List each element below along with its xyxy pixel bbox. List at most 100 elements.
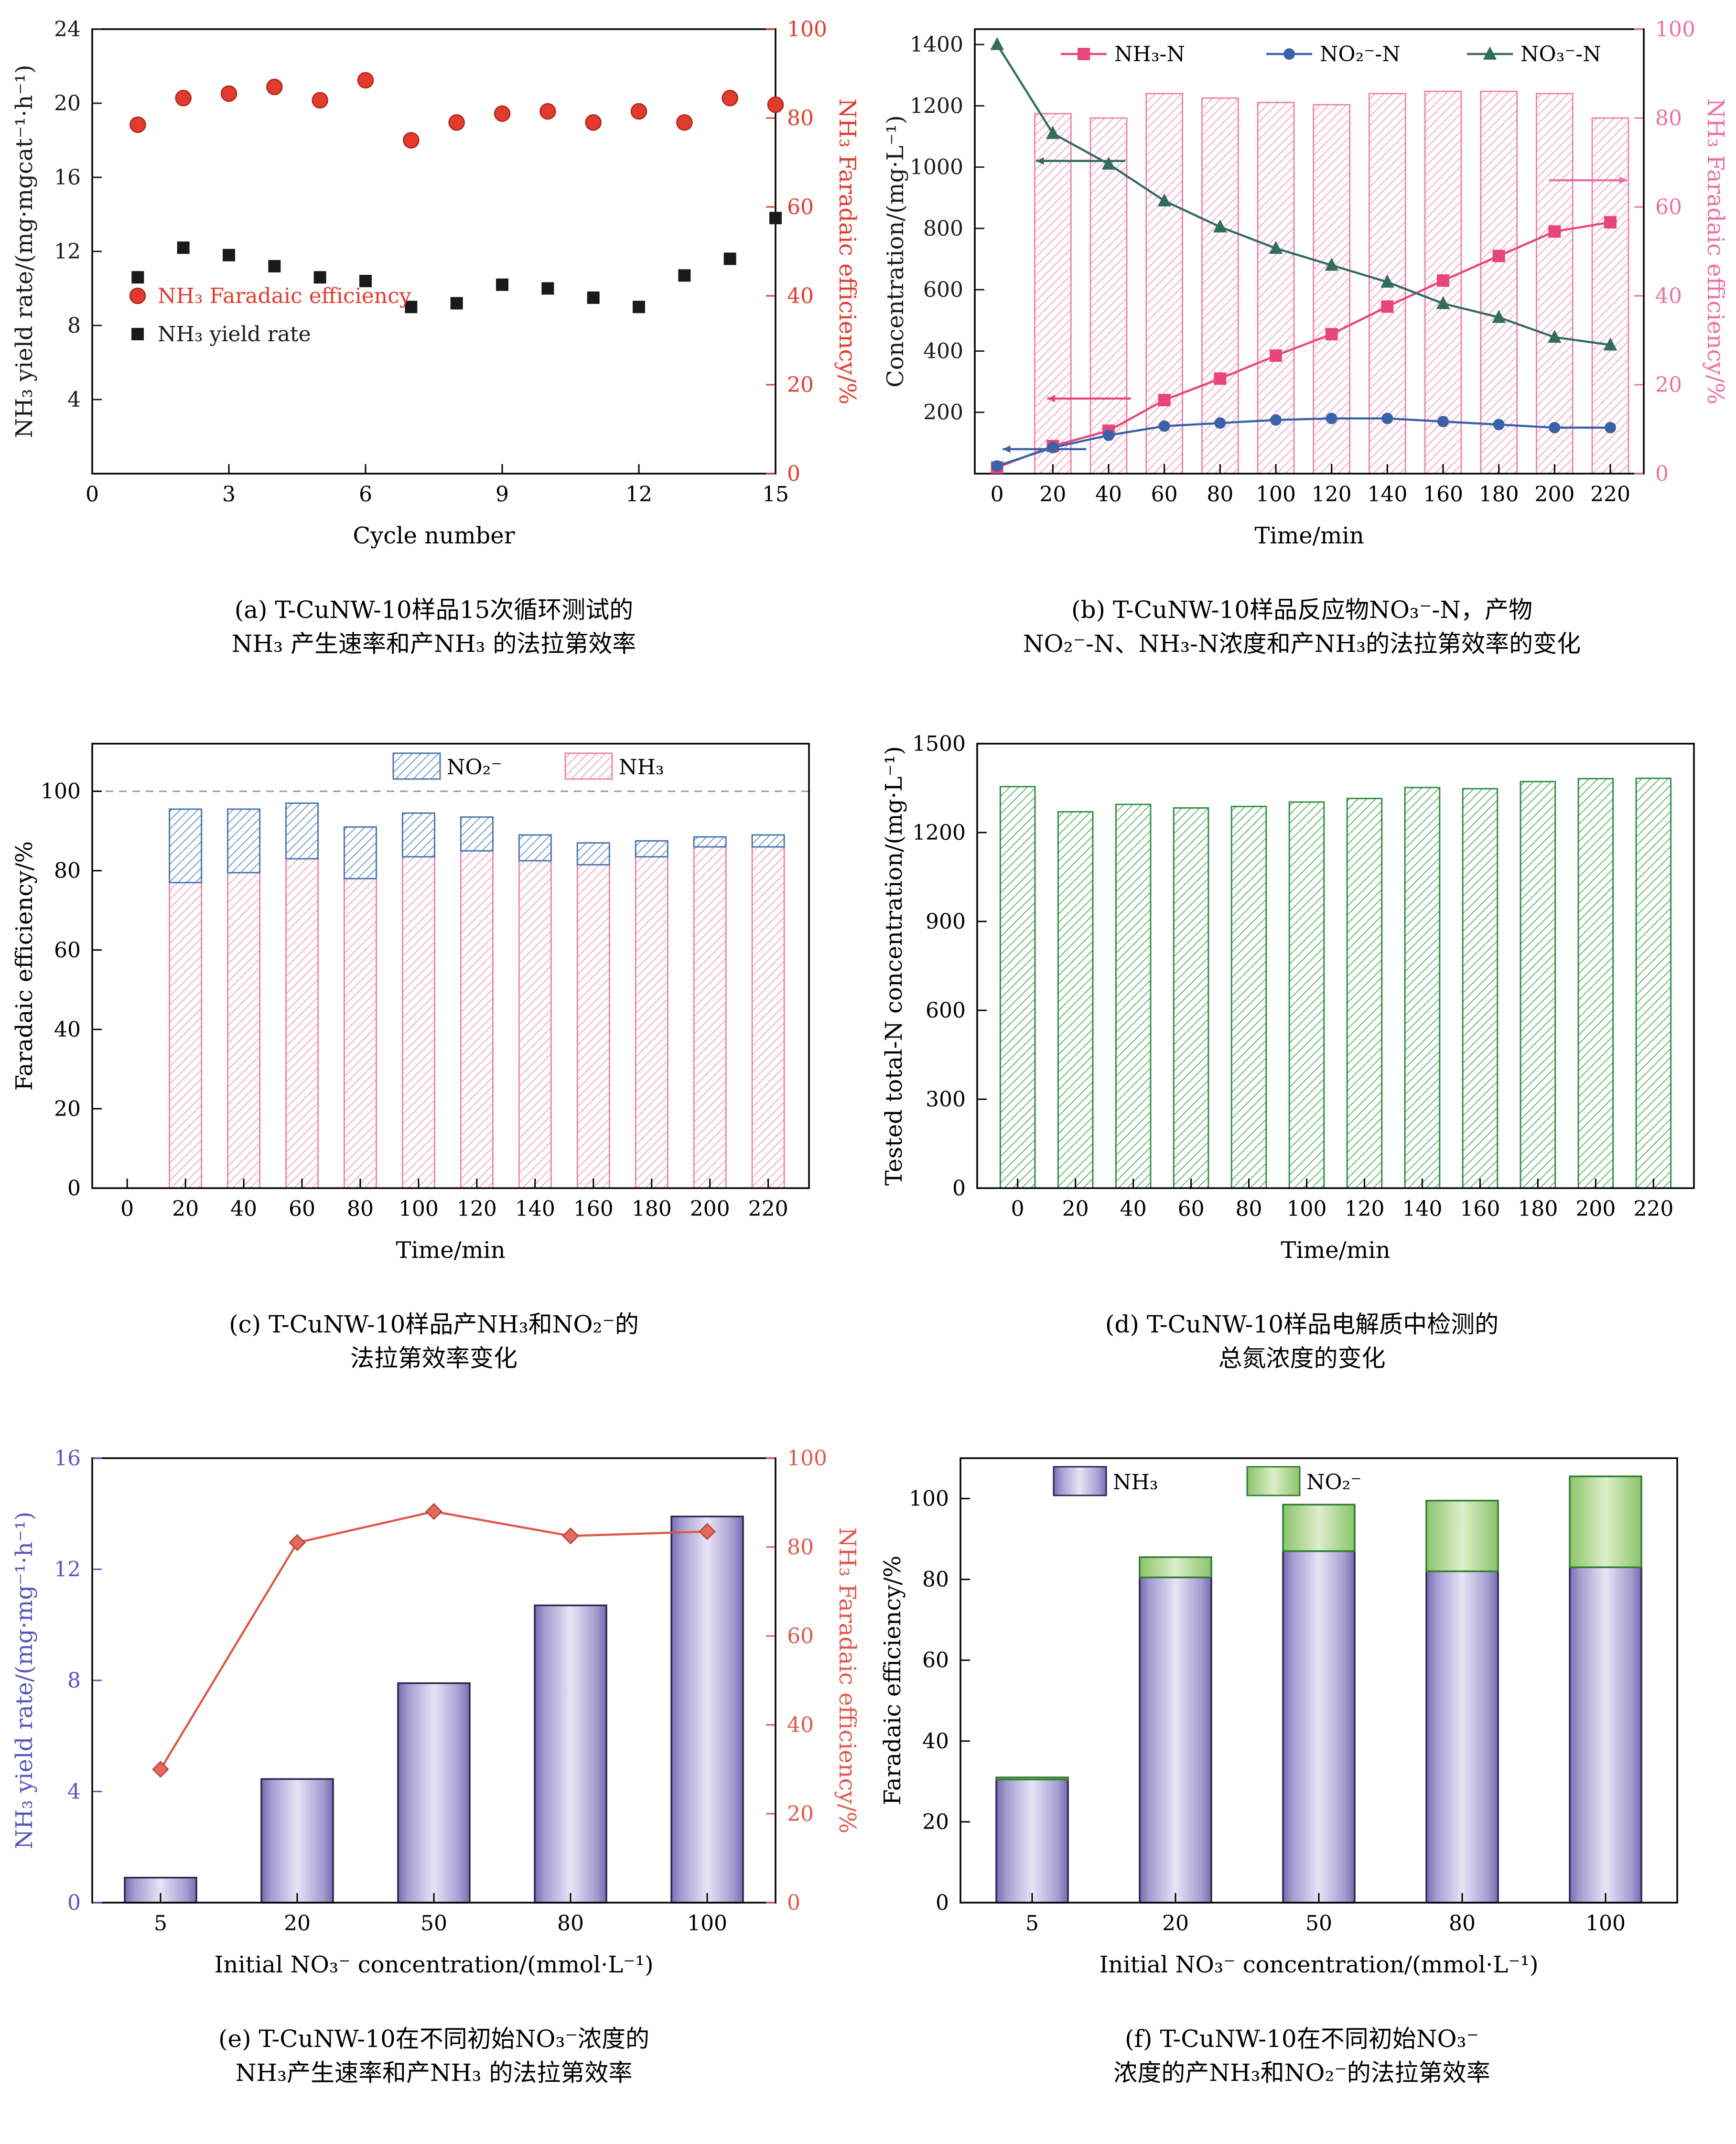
svg-text:NH₃ yield rate: NH₃ yield rate xyxy=(158,322,311,347)
svg-text:140: 140 xyxy=(1402,1197,1442,1221)
svg-text:1000: 1000 xyxy=(910,155,963,180)
svg-text:Initial NO₃⁻ concentration/(mm: Initial NO₃⁻ concentration/(mmol·L⁻¹) xyxy=(214,1951,653,1978)
chart-a-cycle-scatter: 4 8 12 16 20 24 0 20 40 60 80 100 0 3 6 9 12 15 Cycle numb… xyxy=(11,17,861,549)
svg-text:900: 900 xyxy=(926,910,966,934)
svg-text:40: 40 xyxy=(1655,284,1682,308)
svg-text:1200: 1200 xyxy=(912,821,966,845)
svg-text:20: 20 xyxy=(922,1810,949,1834)
svg-text:Concentration/(mg·L⁻¹): Concentration/(mg·L⁻¹) xyxy=(882,115,909,388)
svg-text:Time/min: Time/min xyxy=(1254,522,1364,549)
svg-text:80: 80 xyxy=(1449,1911,1476,1936)
plot-frame xyxy=(91,743,810,1189)
svg-text:80: 80 xyxy=(1235,1197,1262,1221)
chart-c-stacked-faradaic: 0 20 40 60 80 100 0 20 40 60 80 100 120 140 160 180 200 2… xyxy=(11,743,810,1264)
svg-text:800: 800 xyxy=(923,217,963,241)
caption-e: (e) T-CuNW-10在不同初始NO₃⁻浓度的 NH₃产生速率和产NH₃ 的… xyxy=(218,2022,649,2090)
caption-f: (f) T-CuNW-10在不同初始NO₃⁻ 浓度的产NH₃和NO₂⁻的法拉第效… xyxy=(1113,2022,1490,2090)
svg-text:40: 40 xyxy=(230,1197,257,1221)
svg-text:Faradaic efficiency/%: Faradaic efficiency/% xyxy=(11,841,38,1091)
svg-text:80: 80 xyxy=(787,1535,814,1559)
caption-b: (b) T-CuNW-10样品反应物NO₃⁻-N，产物 NO₂⁻-N、NH₃-N… xyxy=(1023,593,1581,661)
svg-text:12: 12 xyxy=(54,1558,81,1582)
panel-e: 0 4 8 12 16 0 20 40 60 80 100 5 20 50 80 100 Initial NO₃… xyxy=(0,1429,868,2144)
svg-text:NH₃: NH₃ xyxy=(1113,1470,1158,1494)
svg-text:0: 0 xyxy=(952,1176,966,1201)
svg-text:0: 0 xyxy=(67,1891,81,1915)
caption-b-line1: (b) T-CuNW-10样品反应物NO₃⁻-N，产物 xyxy=(1071,596,1532,624)
svg-text:200: 200 xyxy=(690,1197,730,1221)
chart-d-total-n-bars: 0 300 600 900 1200 1500 0 20 40 60 80 100 120 140 160 1… xyxy=(881,732,1695,1264)
svg-text:200: 200 xyxy=(1575,1197,1616,1221)
svg-text:60: 60 xyxy=(787,1624,814,1648)
svg-text:40: 40 xyxy=(1120,1197,1146,1221)
svg-text:0: 0 xyxy=(1011,1197,1024,1221)
svg-text:1500: 1500 xyxy=(912,732,966,756)
svg-text:5: 5 xyxy=(1025,1911,1039,1936)
plot-frame xyxy=(91,28,776,475)
svg-text:20: 20 xyxy=(284,1911,311,1936)
caption-c: (c) T-CuNW-10样品产NH₃和NO₂⁻的 法拉第效率变化 xyxy=(229,1308,639,1375)
caption-a: (a) T-CuNW-10样品15次循环测试的 NH₃ 产生速率和产NH₃ 的法… xyxy=(232,593,636,661)
svg-text:120: 120 xyxy=(1344,1197,1384,1221)
svg-text:24: 24 xyxy=(54,17,81,42)
svg-text:0: 0 xyxy=(990,482,1003,507)
svg-text:Faradaic efficiency/%: Faradaic efficiency/% xyxy=(879,1556,906,1805)
svg-text:160: 160 xyxy=(1423,482,1463,507)
svg-text:200: 200 xyxy=(923,401,963,425)
svg-text:80: 80 xyxy=(557,1911,584,1936)
svg-text:180: 180 xyxy=(632,1197,672,1221)
caption-b-line2: NO₂⁻-N、NH₃-N浓度和产NH₃的法拉第效率的变化 xyxy=(1023,630,1581,658)
svg-text:60: 60 xyxy=(1151,482,1177,507)
svg-text:220: 220 xyxy=(748,1197,788,1221)
svg-text:80: 80 xyxy=(1655,106,1682,130)
svg-text:50: 50 xyxy=(421,1911,447,1936)
caption-e-line1: (e) T-CuNW-10在不同初始NO₃⁻浓度的 xyxy=(218,2025,649,2053)
svg-text:160: 160 xyxy=(573,1197,614,1221)
svg-text:NH₃: NH₃ xyxy=(619,755,664,780)
svg-text:NH₃ Faradaic efficiency/%: NH₃ Faradaic efficiency/% xyxy=(834,98,861,405)
svg-text:50: 50 xyxy=(1305,1911,1332,1936)
svg-text:NH₃ yield rate/(mg·mgcat⁻¹·h⁻¹: NH₃ yield rate/(mg·mgcat⁻¹·h⁻¹) xyxy=(11,65,38,438)
svg-text:100: 100 xyxy=(909,1487,949,1511)
svg-text:20: 20 xyxy=(1039,482,1066,507)
plot-frame xyxy=(91,1457,776,1904)
svg-text:NO₂⁻: NO₂⁻ xyxy=(1306,1470,1361,1494)
svg-text:0: 0 xyxy=(120,1197,134,1221)
svg-text:20: 20 xyxy=(1062,1197,1089,1221)
svg-text:180: 180 xyxy=(1518,1197,1558,1221)
caption-d-line1: (d) T-CuNW-10样品电解质中检测的 xyxy=(1105,1310,1499,1338)
svg-text:Tested total-N concentration/(: Tested total-N concentration/(mg·L⁻¹) xyxy=(881,746,907,1186)
caption-a-line1: (a) T-CuNW-10样品15次循环测试的 xyxy=(234,596,634,624)
svg-text:NH₃ Faradaic efficiency/%: NH₃ Faradaic efficiency/% xyxy=(1702,98,1729,405)
svg-text:16: 16 xyxy=(54,165,81,190)
svg-text:15: 15 xyxy=(762,482,789,507)
svg-text:100: 100 xyxy=(687,1911,727,1936)
svg-text:20: 20 xyxy=(1655,373,1682,397)
svg-text:100: 100 xyxy=(1585,1911,1626,1936)
svg-text:0: 0 xyxy=(787,462,800,486)
svg-text:0: 0 xyxy=(936,1891,949,1915)
svg-text:0: 0 xyxy=(787,1891,800,1915)
svg-text:9: 9 xyxy=(496,482,509,507)
svg-text:NH₃-N: NH₃-N xyxy=(1114,42,1185,66)
svg-text:60: 60 xyxy=(1655,195,1682,219)
svg-text:40: 40 xyxy=(922,1729,949,1754)
plot-frame xyxy=(976,743,1695,1189)
svg-text:0: 0 xyxy=(67,1176,81,1201)
svg-text:140: 140 xyxy=(1367,482,1407,507)
svg-text:16: 16 xyxy=(54,1446,81,1471)
svg-text:4: 4 xyxy=(67,1780,81,1804)
svg-text:100: 100 xyxy=(1655,17,1695,42)
svg-text:Time/min: Time/min xyxy=(1281,1237,1390,1264)
svg-text:60: 60 xyxy=(54,938,81,963)
svg-text:3: 3 xyxy=(222,482,236,507)
svg-text:12: 12 xyxy=(54,239,81,264)
chart-e-yield-bars-line: 0 4 8 12 16 0 20 40 60 80 100 5 20 50 80 100 Initial NO₃… xyxy=(11,1446,861,1978)
svg-text:60: 60 xyxy=(1177,1197,1204,1221)
svg-text:Initial NO₃⁻ concentration/(mm: Initial NO₃⁻ concentration/(mmol·L⁻¹) xyxy=(1099,1951,1538,1978)
svg-text:20: 20 xyxy=(1162,1911,1189,1936)
svg-text:100: 100 xyxy=(399,1197,439,1221)
caption-d-line2: 总氮浓度的变化 xyxy=(1218,1344,1386,1372)
